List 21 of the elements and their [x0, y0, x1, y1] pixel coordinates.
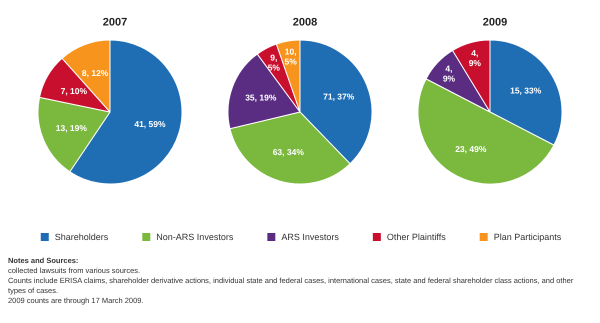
data-label: 23, 49% [455, 144, 487, 154]
data-label: 4, 9% [468, 48, 482, 68]
data-label: 4, 9% [442, 64, 456, 84]
data-label: 63, 34% [272, 147, 304, 158]
slice-label: 2008 [292, 16, 318, 28]
legend-label: Shareholders [54, 232, 109, 242]
data-label: 13, 19% [56, 122, 88, 133]
data-label: 71, 37% [323, 91, 355, 102]
data-label: 41, 59% [134, 119, 166, 130]
data-label: 7, 10% [60, 86, 88, 96]
data-label: 10, 5% [284, 46, 298, 67]
data-label: 15, 33% [510, 85, 542, 96]
data-label: 8, 12% [82, 68, 109, 78]
legend-label: Non-ARS Investors [156, 232, 234, 242]
legend-label: Other Plaintiffs [386, 232, 446, 242]
slice-label: 2009 [482, 16, 508, 28]
data-label: 9, 5% [268, 52, 280, 72]
legend-label: ARS Investors [281, 232, 340, 242]
legend-label: Plan Participants [494, 232, 562, 242]
data-label: 35, 19% [245, 92, 277, 103]
slice-label: 2007 [102, 16, 128, 28]
